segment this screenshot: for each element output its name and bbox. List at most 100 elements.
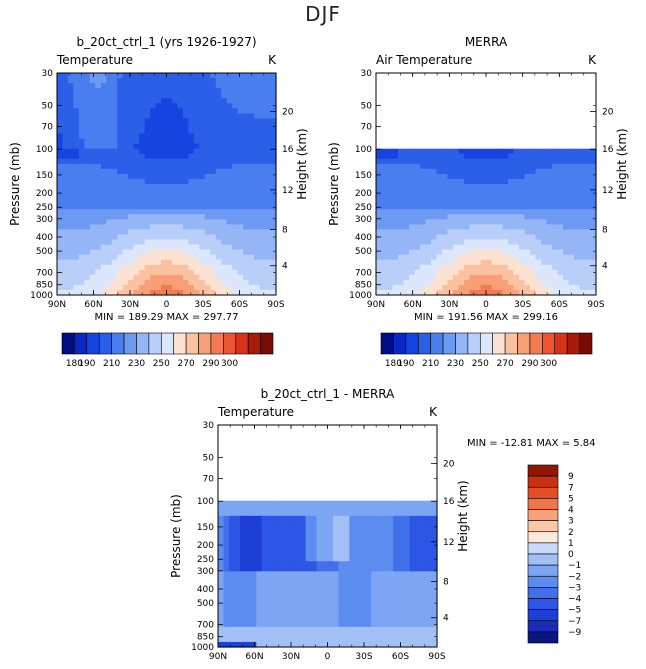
contour-cell: [398, 148, 405, 155]
colorbar-label: 300: [540, 359, 557, 369]
contour-cell: [305, 500, 312, 507]
contour-cell: [161, 103, 168, 109]
contour-cell: [436, 259, 443, 266]
contour-cell: [486, 163, 493, 170]
contour-cell: [458, 284, 465, 291]
contour-cell: [100, 214, 107, 220]
contour-cell: [524, 239, 531, 246]
contour-cell: [177, 224, 184, 231]
contour-cell: [398, 515, 405, 522]
contour-cell: [78, 113, 85, 120]
contour-cell: [210, 153, 217, 160]
contour-cell: [193, 103, 200, 109]
contour-cell: [420, 189, 427, 195]
contour-cell: [563, 264, 570, 271]
contour-cell: [381, 158, 388, 165]
contour-cell: [327, 566, 334, 572]
contour-cell: [513, 163, 520, 170]
contour-cell: [270, 284, 277, 291]
contour-cell: [590, 214, 597, 220]
contour-cell: [502, 259, 509, 266]
contour-cell: [365, 631, 372, 638]
contour-cell: [144, 163, 151, 170]
contour-cell: [73, 259, 80, 266]
contour-cell: [376, 279, 383, 286]
contour-cell: [289, 611, 296, 618]
contour-cell: [139, 148, 146, 155]
contour-cell: [486, 249, 493, 256]
contour-cell: [210, 118, 217, 125]
contour-cell: [111, 98, 118, 104]
contour-cell: [398, 636, 405, 643]
contour-cell: [311, 581, 318, 588]
contour-cell: [67, 168, 75, 175]
contour-cell: [546, 158, 553, 165]
contour-cell: [250, 586, 257, 593]
contour-cell: [270, 259, 277, 266]
contour-cell: [106, 103, 113, 109]
contour-cell: [541, 184, 548, 190]
contour-cell: [239, 525, 246, 532]
contour-cell: [508, 264, 515, 271]
contour-cell: [541, 209, 548, 215]
contour-cell: [343, 566, 350, 572]
contour-cell: [166, 279, 173, 286]
contour-cell: [289, 520, 296, 527]
contour-cell: [387, 631, 394, 638]
contour-cell: [73, 138, 80, 145]
contour-cell: [508, 289, 515, 296]
contour-cell: [210, 269, 217, 276]
contour-cell: [199, 229, 206, 236]
contour-cell: [590, 158, 597, 165]
contour-cell: [84, 138, 91, 145]
contour-cell: [57, 224, 64, 231]
colorbar-swatch: [527, 509, 559, 521]
contour-cell: [226, 93, 233, 99]
contour-cell: [78, 269, 85, 276]
contour-cell: [57, 168, 64, 175]
contour-cell: [332, 606, 340, 613]
contour-cell: [590, 244, 597, 251]
contour-cell: [508, 214, 515, 220]
contour-cell: [404, 636, 411, 643]
contour-cell: [464, 148, 471, 155]
contour-cell: [541, 289, 548, 296]
contour-cell: [250, 636, 257, 643]
contour-cell: [261, 536, 268, 542]
contour-cell: [199, 118, 206, 125]
contour-cell: [480, 163, 487, 170]
x-tick-label: 60N: [404, 300, 422, 310]
contour-cell: [161, 204, 168, 210]
contour-cell: [270, 123, 277, 130]
contour-cell: [89, 244, 96, 251]
contour-cell: [111, 224, 118, 231]
contour-cell: [237, 88, 244, 94]
contour-cell: [360, 536, 367, 542]
contour-cell: [261, 581, 268, 588]
contour-cell: [221, 234, 228, 241]
contour-cell: [278, 546, 285, 552]
contour-cell: [502, 219, 509, 225]
contour-cell: [111, 204, 118, 210]
contour-cell: [89, 113, 96, 120]
contour-cell: [403, 229, 410, 236]
contour-cell: [332, 626, 340, 633]
contour-cell: [414, 199, 421, 205]
contour-cell: [267, 525, 274, 532]
contour-cell: [305, 541, 312, 547]
contour-cell: [327, 621, 334, 628]
contour-cell: [283, 525, 290, 532]
colorbar-swatch: [442, 332, 456, 355]
contour-cell: [557, 249, 564, 256]
contour-cell: [557, 229, 564, 236]
contour-cell: [327, 591, 334, 598]
contour-cell: [237, 229, 244, 236]
contour-cell: [480, 259, 487, 266]
contour-cell: [117, 204, 124, 210]
contour-cell: [218, 500, 225, 507]
contour-cell: [311, 636, 318, 643]
contour-cell: [387, 204, 394, 210]
contour-cell: [475, 199, 482, 205]
contour-cell: [508, 194, 515, 200]
contour-cell: [267, 611, 274, 618]
